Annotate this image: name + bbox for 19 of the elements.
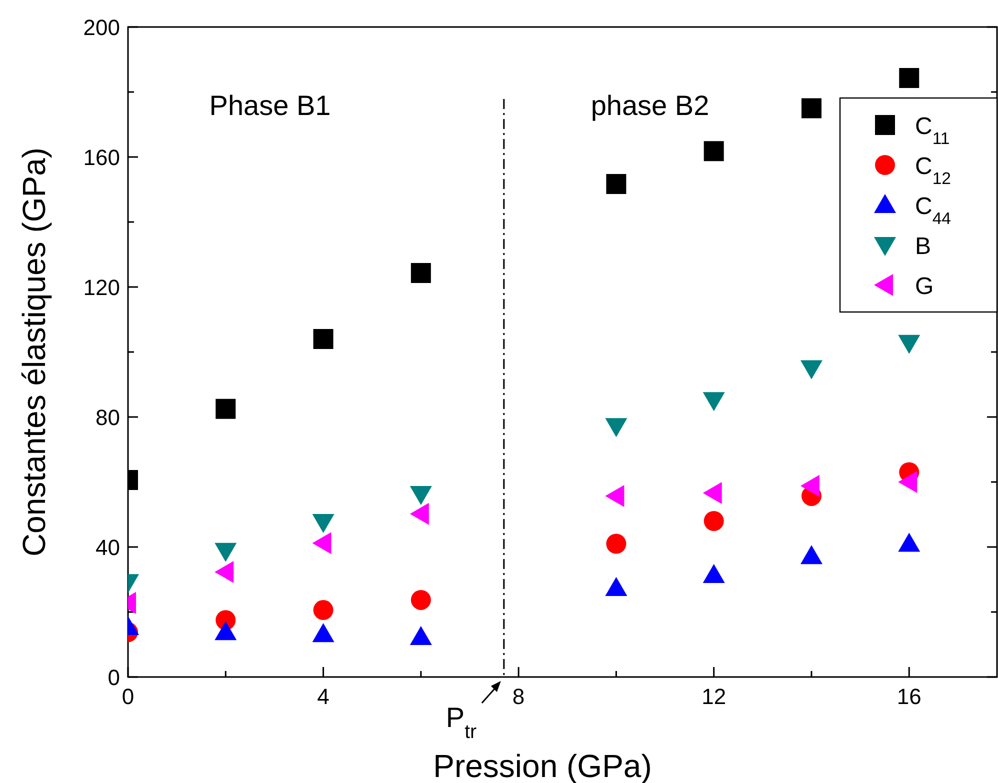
x-tick-label: 16 [896,684,922,709]
y-tick-label: 120 [83,275,120,300]
y-tick-label: 0 [108,665,120,690]
y-tick-label: 40 [96,535,120,560]
y-axis-title: Constantes élastiques (GPa) [16,147,52,557]
annotation: Phase B1 [209,90,331,121]
y-tick-label: 200 [83,15,120,40]
x-tick-label: 12 [702,684,726,709]
legend-label: G [915,273,934,300]
legend-label: C$_{11}$ [915,113,950,148]
y-tick-label: 160 [83,145,120,170]
y-tick-label: 80 [96,405,120,430]
legend-label: B [915,233,932,260]
legend-label: C$_{12}$ [915,153,952,188]
legend-label: C$_{44}$ [915,193,952,228]
x-tick-label: 4 [317,684,330,709]
ref-line-label: P$_{tr}$ [446,702,478,743]
x-tick-label: 8 [512,684,525,709]
annotation: phase B2 [590,90,710,121]
